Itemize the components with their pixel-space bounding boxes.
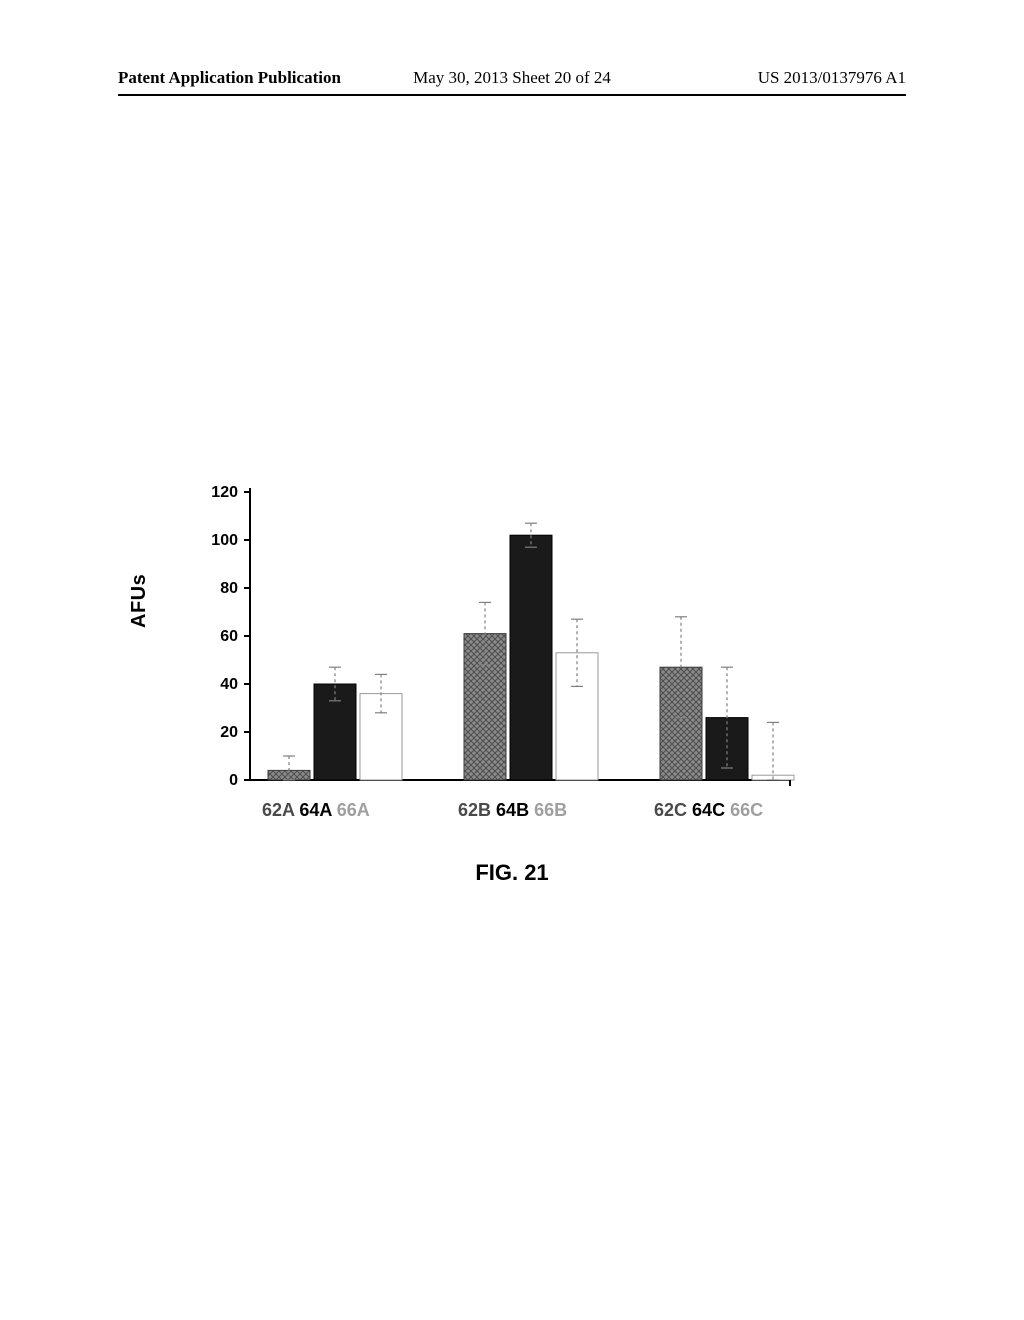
x-label: 66C xyxy=(730,800,763,820)
y-tick-label: 80 xyxy=(220,580,238,597)
page: Patent Application Publication May 30, 2… xyxy=(0,0,1024,1320)
x-label: 62B xyxy=(458,800,491,820)
y-axis-label: AFUs xyxy=(128,574,151,628)
y-tick-label: 20 xyxy=(220,724,238,741)
page-header: Patent Application Publication May 30, 2… xyxy=(118,70,906,100)
y-tick-label: 60 xyxy=(220,628,238,645)
chart-svg: 0 20 40 60 80 100 120 xyxy=(180,480,800,810)
header-rule xyxy=(118,94,906,96)
y-tick-label: 120 xyxy=(211,484,238,501)
y-tick-label: 40 xyxy=(220,676,238,693)
x-label: 66B xyxy=(534,800,567,820)
x-label-group: 62A 64A 66A xyxy=(262,800,370,821)
bar xyxy=(464,634,506,780)
y-tick-label: 100 xyxy=(211,532,238,549)
x-label-group: 62B 64B 66B xyxy=(458,800,567,821)
bar-chart: 0 20 40 60 80 100 120 xyxy=(180,480,800,830)
x-label: 64A xyxy=(299,800,331,820)
x-label: 64B xyxy=(496,800,529,820)
y-tick-label: 0 xyxy=(229,772,238,789)
bar xyxy=(510,535,552,780)
x-label: 66A xyxy=(337,800,370,820)
x-label: 64C xyxy=(692,800,725,820)
x-label: 62C xyxy=(654,800,687,820)
x-label: 62A xyxy=(262,800,294,820)
bar xyxy=(556,653,598,780)
header-right: US 2013/0137976 A1 xyxy=(758,68,906,88)
x-label-group: 62C 64C 66C xyxy=(654,800,763,821)
bar xyxy=(706,718,748,780)
figure-caption: FIG. 21 xyxy=(0,860,1024,886)
